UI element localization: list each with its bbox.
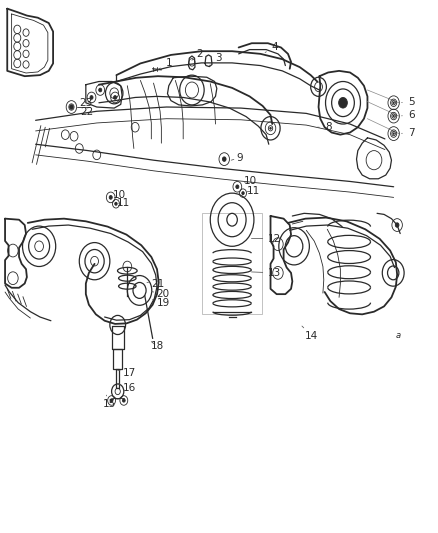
Text: 9: 9 bbox=[231, 152, 243, 163]
Circle shape bbox=[236, 185, 239, 189]
Circle shape bbox=[396, 223, 399, 227]
Text: 10: 10 bbox=[244, 176, 257, 187]
Text: 8: 8 bbox=[317, 122, 332, 132]
Text: 22: 22 bbox=[81, 107, 94, 117]
Circle shape bbox=[90, 95, 93, 99]
Text: 15: 15 bbox=[102, 395, 116, 409]
Text: 20: 20 bbox=[151, 289, 170, 299]
Circle shape bbox=[393, 115, 394, 117]
Circle shape bbox=[110, 399, 113, 402]
Text: 17: 17 bbox=[118, 368, 136, 378]
Text: a: a bbox=[396, 331, 401, 340]
Circle shape bbox=[223, 157, 226, 161]
Circle shape bbox=[339, 98, 347, 108]
Text: 2: 2 bbox=[192, 49, 203, 60]
Circle shape bbox=[115, 203, 117, 205]
Circle shape bbox=[393, 133, 394, 134]
Text: 14: 14 bbox=[302, 326, 318, 341]
Text: 18: 18 bbox=[150, 341, 164, 351]
Text: 7: 7 bbox=[402, 127, 414, 138]
Text: 6: 6 bbox=[402, 110, 414, 120]
Text: 13: 13 bbox=[251, 268, 282, 278]
Circle shape bbox=[393, 102, 394, 103]
Text: 23: 23 bbox=[79, 98, 92, 108]
Text: 1: 1 bbox=[158, 58, 172, 69]
Text: 16: 16 bbox=[118, 383, 136, 393]
Text: 3: 3 bbox=[209, 53, 222, 66]
Circle shape bbox=[99, 88, 102, 92]
Text: 19: 19 bbox=[152, 297, 170, 308]
Circle shape bbox=[270, 127, 271, 129]
Circle shape bbox=[113, 95, 117, 99]
Text: 4: 4 bbox=[265, 42, 278, 52]
Text: 21: 21 bbox=[147, 279, 165, 288]
Text: 11: 11 bbox=[117, 198, 130, 208]
Circle shape bbox=[70, 105, 73, 109]
Circle shape bbox=[242, 192, 244, 195]
Text: 12: 12 bbox=[251, 234, 282, 244]
Circle shape bbox=[123, 399, 125, 402]
Circle shape bbox=[71, 106, 72, 108]
Text: 10: 10 bbox=[113, 190, 126, 200]
Text: 11: 11 bbox=[247, 186, 260, 196]
Text: 5: 5 bbox=[402, 96, 414, 107]
Circle shape bbox=[109, 196, 112, 199]
